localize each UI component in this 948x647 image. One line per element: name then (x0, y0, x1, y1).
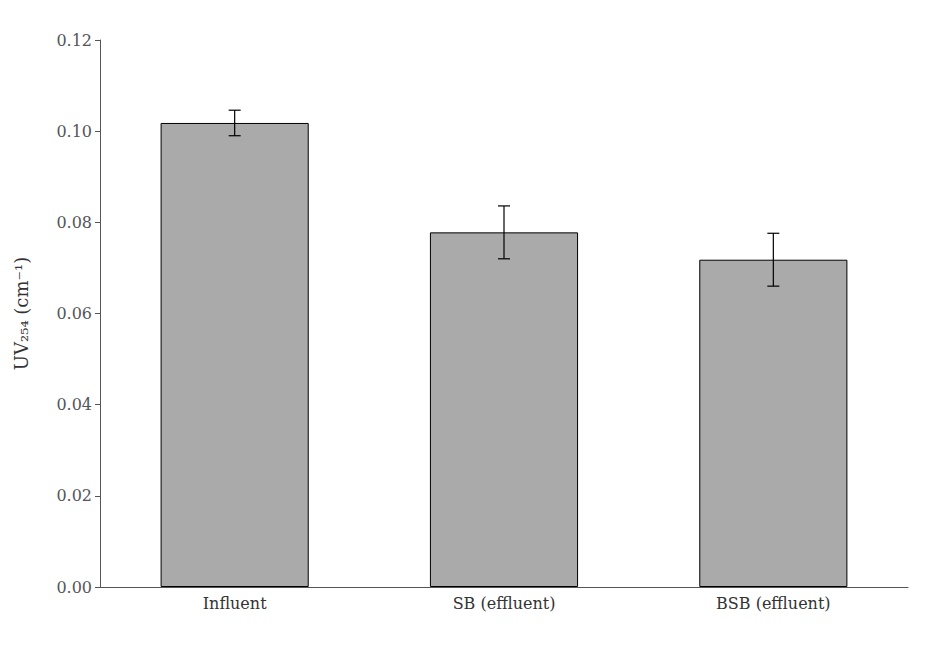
svg-text:UV₂₅₄ (cm⁻¹): UV₂₅₄ (cm⁻¹) (11, 257, 32, 370)
svg-text:Influent: Influent (203, 594, 267, 613)
svg-text:0.02: 0.02 (56, 486, 92, 505)
svg-text:0.12: 0.12 (56, 31, 92, 50)
svg-text:BSB (effluent): BSB (effluent) (716, 594, 831, 613)
svg-text:0.06: 0.06 (56, 304, 92, 323)
svg-text:0.10: 0.10 (56, 122, 92, 141)
svg-text:SB (effluent): SB (effluent) (453, 594, 556, 613)
svg-text:0.08: 0.08 (56, 213, 92, 232)
svg-text:0.04: 0.04 (56, 395, 92, 414)
svg-text:0.00: 0.00 (56, 578, 92, 597)
